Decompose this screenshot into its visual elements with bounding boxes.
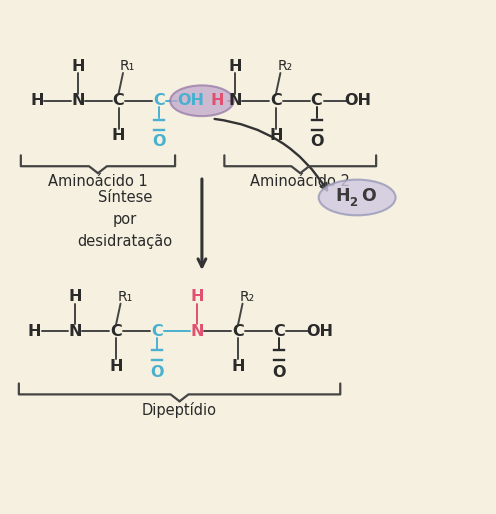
Text: H: H xyxy=(190,289,204,304)
Text: H: H xyxy=(28,324,42,339)
Ellipse shape xyxy=(318,179,396,215)
Text: OH: OH xyxy=(177,93,204,108)
Text: C: C xyxy=(113,93,124,108)
Text: Síntese
por
desidratação: Síntese por desidratação xyxy=(77,190,173,249)
Text: O: O xyxy=(152,134,166,149)
Text: H: H xyxy=(30,93,44,108)
Text: C: C xyxy=(153,93,165,108)
Text: C: C xyxy=(270,93,282,108)
Text: N: N xyxy=(68,324,82,339)
Text: C: C xyxy=(310,93,322,108)
Ellipse shape xyxy=(170,85,234,116)
Text: H: H xyxy=(68,289,82,304)
Text: H: H xyxy=(109,359,123,374)
Text: O: O xyxy=(272,364,286,379)
Text: Aminoácido 1: Aminoácido 1 xyxy=(48,174,148,189)
Text: C: C xyxy=(273,324,285,339)
Text: R₂: R₂ xyxy=(240,290,254,304)
Text: H: H xyxy=(210,93,224,108)
Text: C: C xyxy=(151,324,163,339)
Text: N: N xyxy=(229,93,242,108)
Text: R₂: R₂ xyxy=(277,59,293,73)
Text: H: H xyxy=(229,59,242,74)
Text: C: C xyxy=(232,324,244,339)
Text: N: N xyxy=(71,93,85,108)
Text: O: O xyxy=(310,134,323,149)
Text: Dipeptídio: Dipeptídio xyxy=(142,402,217,418)
Text: H: H xyxy=(335,187,350,205)
Text: R₁: R₁ xyxy=(118,290,132,304)
Text: R₁: R₁ xyxy=(120,59,135,73)
Text: OH: OH xyxy=(344,93,371,108)
Text: N: N xyxy=(190,324,204,339)
Text: 2: 2 xyxy=(349,196,357,209)
Text: O: O xyxy=(361,187,375,205)
Text: O: O xyxy=(150,364,164,379)
Text: Aminoácido 2: Aminoácido 2 xyxy=(250,174,350,189)
Text: OH: OH xyxy=(306,324,333,339)
Text: C: C xyxy=(110,324,122,339)
Text: H: H xyxy=(231,359,245,374)
Text: H: H xyxy=(269,128,283,143)
Text: H: H xyxy=(112,128,125,143)
Text: H: H xyxy=(71,59,85,74)
